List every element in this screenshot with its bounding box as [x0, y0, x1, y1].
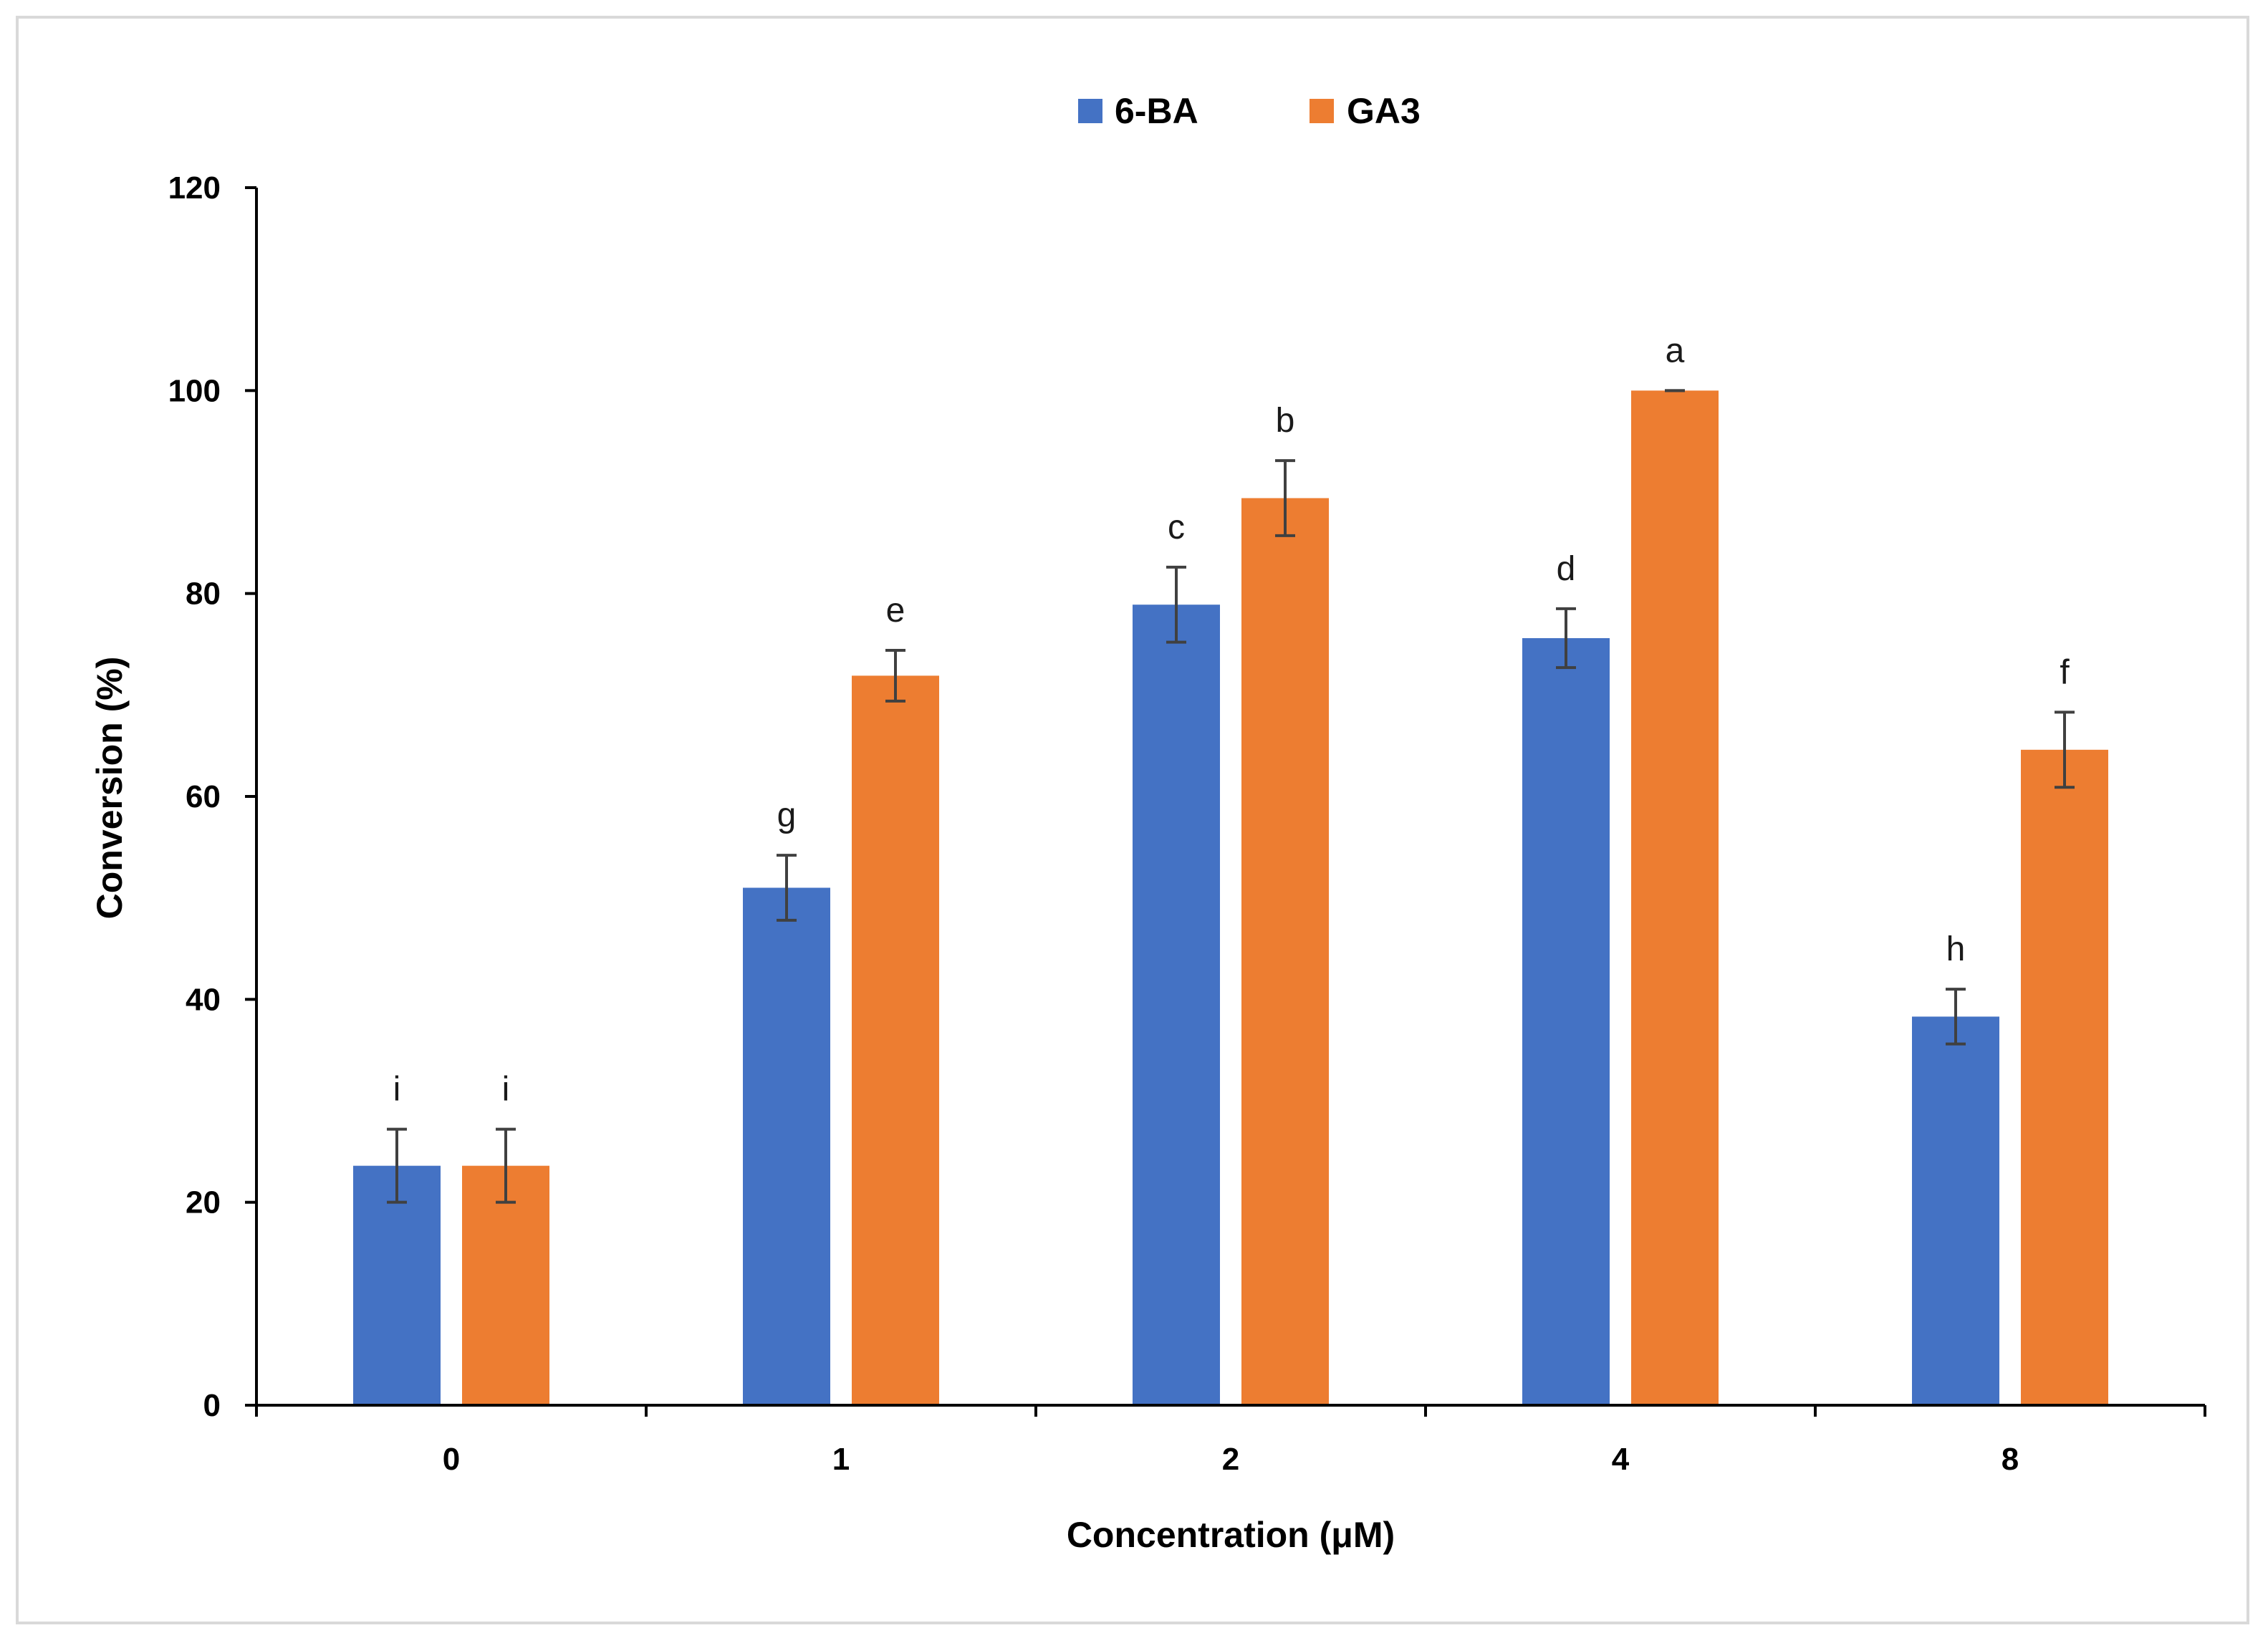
bar	[1912, 1016, 1999, 1405]
x-tick-label: 4	[1612, 1442, 1630, 1477]
significance-label: b	[1276, 402, 1295, 440]
y-tick-label: 80	[186, 577, 221, 612]
legend: 6-BA GA3	[1078, 91, 1421, 131]
significance-label: f	[2060, 653, 2070, 691]
significance-label: d	[1557, 550, 1576, 588]
bars	[353, 390, 2108, 1406]
significance-label: h	[1946, 930, 1966, 968]
y-tick-label: 0	[203, 1388, 221, 1423]
legend-swatch-ga3	[1310, 99, 1334, 123]
bar	[852, 675, 939, 1405]
y-tick-label: 60	[186, 779, 221, 814]
x-axis-ticks: 0 1 2 4 8	[255, 1405, 2206, 1477]
significance-label: i	[502, 1071, 510, 1109]
bar	[462, 1165, 549, 1405]
bar	[743, 887, 830, 1405]
x-tick-label: 2	[1222, 1442, 1239, 1477]
x-tick-label: 0	[443, 1442, 460, 1477]
x-axis-title: Concentration (μM)	[1067, 1515, 1395, 1555]
significance-label: a	[1666, 332, 1685, 370]
significance-label: i	[393, 1071, 401, 1109]
significance-labels: i g c d h i e b a f	[393, 332, 2070, 1108]
y-tick-label: 100	[168, 373, 221, 408]
legend-label-ga3: GA3	[1347, 91, 1421, 131]
y-axis-title: Conversion (%)	[90, 657, 130, 920]
x-tick-label: 1	[832, 1442, 850, 1477]
legend-label-6-ba: 6-BA	[1115, 91, 1198, 131]
y-tick-label: 40	[186, 982, 221, 1017]
bar	[1241, 498, 1329, 1405]
y-tick-label: 20	[186, 1185, 221, 1220]
y-tick-label: 120	[168, 170, 221, 206]
bar	[1522, 638, 1610, 1405]
bar	[2021, 749, 2108, 1405]
legend-swatch-6-ba	[1078, 99, 1102, 123]
bar	[1133, 604, 1220, 1405]
significance-label: e	[886, 592, 905, 630]
y-axis-ticks: 0 20 40 60 80 100 120	[168, 170, 256, 1423]
significance-label: g	[777, 796, 797, 834]
bar	[1631, 390, 1719, 1406]
significance-label: c	[1168, 509, 1185, 546]
bar	[353, 1165, 441, 1405]
x-tick-label: 8	[2002, 1442, 2019, 1477]
error-bars	[387, 389, 2075, 1204]
